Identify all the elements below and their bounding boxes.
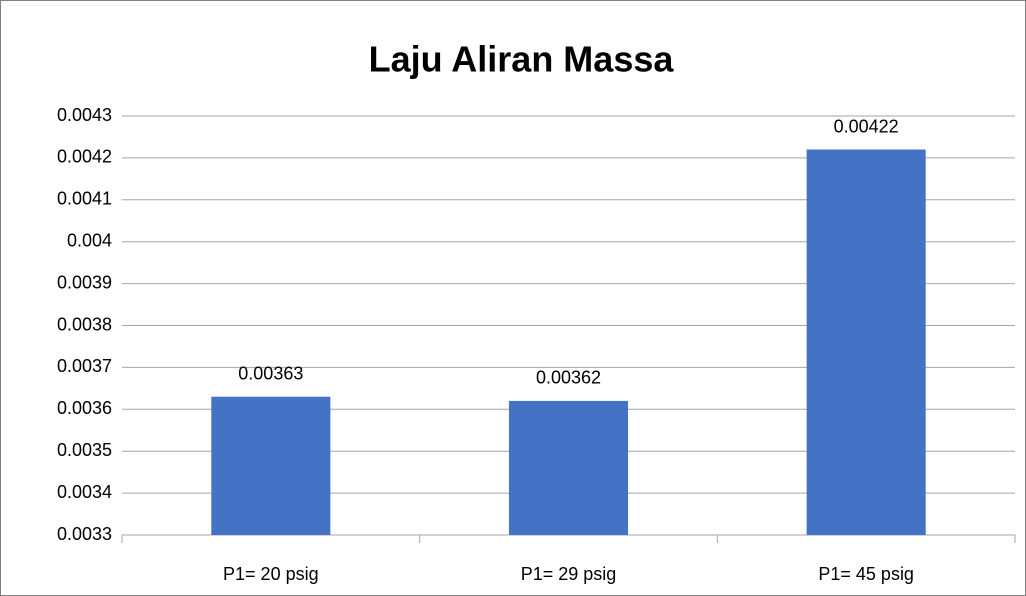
y-tick-label: 0.0038 — [57, 314, 112, 334]
y-tick-label: 0.004 — [67, 230, 112, 250]
y-tick-label: 0.0036 — [57, 398, 112, 418]
y-tick-label: 0.0033 — [57, 524, 112, 544]
y-tick-label: 0.0037 — [57, 356, 112, 376]
x-tick-label: P1= 29 psig — [521, 564, 617, 584]
x-tick-label: P1= 20 psig — [223, 564, 319, 584]
y-tick-label: 0.0039 — [57, 272, 112, 292]
y-tick-label: 0.0041 — [57, 189, 112, 209]
y-tick-label: 0.0043 — [57, 105, 112, 125]
bar — [508, 400, 629, 535]
y-tick-label: 0.0035 — [57, 440, 112, 460]
bar — [806, 149, 926, 535]
bar — [211, 396, 331, 535]
y-tick-label: 0.0034 — [57, 482, 112, 502]
x-tick-label: P1= 45 psig — [818, 564, 914, 584]
y-tick-label: 0.0042 — [57, 147, 112, 167]
data-label: 0.00422 — [834, 116, 899, 136]
chart-title: Laju Aliran Massa — [369, 39, 675, 80]
data-label: 0.00362 — [536, 368, 601, 388]
data-label: 0.00363 — [238, 363, 303, 383]
